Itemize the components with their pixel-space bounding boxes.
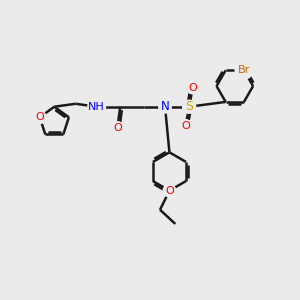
Circle shape xyxy=(111,122,123,134)
Circle shape xyxy=(34,111,46,123)
Text: O: O xyxy=(188,82,197,93)
Circle shape xyxy=(111,122,124,134)
Circle shape xyxy=(187,82,199,94)
Circle shape xyxy=(235,61,253,79)
Text: O: O xyxy=(181,121,190,131)
Circle shape xyxy=(179,120,192,132)
Circle shape xyxy=(89,99,105,115)
Circle shape xyxy=(34,111,46,124)
Circle shape xyxy=(180,120,191,132)
Circle shape xyxy=(187,81,199,94)
Text: Br: Br xyxy=(238,65,250,75)
Text: S: S xyxy=(185,100,193,113)
Circle shape xyxy=(164,185,175,197)
Circle shape xyxy=(159,101,171,112)
Circle shape xyxy=(183,100,195,113)
Circle shape xyxy=(88,98,106,116)
Circle shape xyxy=(159,100,171,113)
Circle shape xyxy=(236,62,252,78)
Text: O: O xyxy=(35,112,44,122)
Text: O: O xyxy=(113,123,122,133)
Circle shape xyxy=(163,184,176,197)
Text: O: O xyxy=(165,186,174,196)
Circle shape xyxy=(183,100,196,113)
Text: NH: NH xyxy=(88,102,105,112)
Text: N: N xyxy=(160,100,169,113)
